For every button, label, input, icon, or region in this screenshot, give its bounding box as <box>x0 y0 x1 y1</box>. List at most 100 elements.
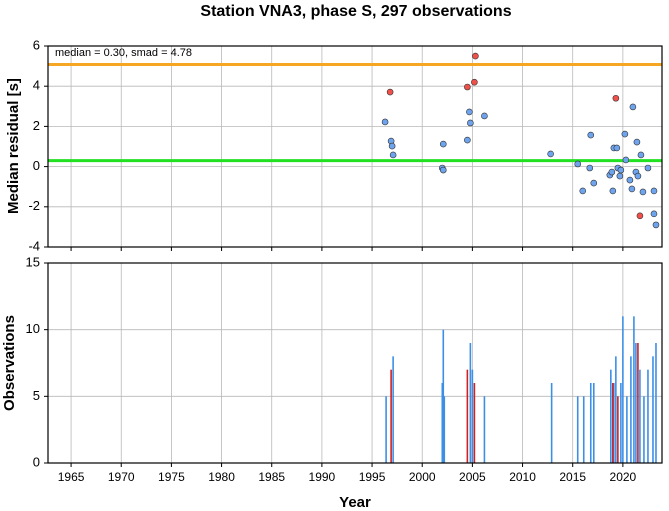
point <box>381 118 389 126</box>
bar <box>655 343 657 463</box>
y-axis-label: Median residual [s] <box>5 78 22 214</box>
plot-frame <box>47 262 663 464</box>
point <box>621 130 629 138</box>
point <box>587 131 595 139</box>
bar <box>635 343 637 463</box>
point <box>386 88 394 96</box>
point <box>608 168 616 176</box>
y-axis-label: Observations <box>1 315 18 411</box>
point <box>636 212 644 220</box>
x-tick-label: 1965 <box>58 470 85 484</box>
x-tick-label: 1990 <box>309 470 336 484</box>
bar <box>589 383 592 463</box>
point <box>388 142 396 150</box>
point <box>637 151 645 159</box>
point <box>439 140 447 148</box>
x-tick-label: 1970 <box>108 470 135 484</box>
y-tick-label: 15 <box>26 254 40 269</box>
point <box>622 156 630 164</box>
x-tick-label: 2010 <box>509 470 536 484</box>
point <box>644 164 652 172</box>
point <box>467 119 474 127</box>
x-axis-label: Year <box>339 494 371 511</box>
bar <box>647 369 649 463</box>
x-tick-label: 1995 <box>359 470 386 484</box>
y-tick-label: 0 <box>33 158 40 173</box>
point <box>547 150 554 158</box>
bar <box>613 383 615 463</box>
point <box>464 83 471 91</box>
chart-title: Station VNA3, phase S, 297 observations <box>200 3 511 20</box>
x-tick-label: 2000 <box>409 470 436 484</box>
bar <box>392 356 394 463</box>
point <box>466 108 473 116</box>
bar <box>612 383 614 463</box>
y-tick-label: -4 <box>28 238 40 253</box>
x-tick-label: 2015 <box>559 470 586 484</box>
y-tick-label: 4 <box>33 78 40 93</box>
y-tick-label: -2 <box>28 198 40 213</box>
y-tick-label: 6 <box>33 37 40 52</box>
point <box>616 172 624 180</box>
bar <box>471 369 474 463</box>
bar <box>466 369 469 463</box>
bar <box>622 316 624 463</box>
point <box>590 179 598 187</box>
point <box>579 187 587 195</box>
bar <box>643 396 645 463</box>
point <box>626 176 634 184</box>
point <box>609 187 617 195</box>
x-tick-label: 1975 <box>158 470 185 484</box>
bar <box>630 356 632 463</box>
point <box>574 160 582 168</box>
y-tick-label: 2 <box>33 118 40 133</box>
point <box>652 221 660 229</box>
x-tick-label: 2020 <box>610 470 637 484</box>
bar <box>620 383 622 463</box>
bar <box>592 383 595 463</box>
x-tick-label: 2005 <box>459 470 486 484</box>
bar <box>582 396 585 463</box>
point <box>481 112 488 120</box>
point <box>612 94 620 102</box>
point <box>639 188 647 196</box>
point <box>439 166 447 174</box>
bar <box>385 396 387 463</box>
bar <box>483 396 486 463</box>
point <box>633 138 641 146</box>
y-tick-label: 0 <box>33 454 40 469</box>
y-tick-label: 10 <box>26 321 40 336</box>
bar <box>639 369 641 463</box>
plot-area <box>48 263 662 463</box>
bar <box>615 356 617 463</box>
point <box>634 172 642 180</box>
point <box>650 187 658 195</box>
bar <box>576 396 579 463</box>
x-tick-label: 1980 <box>208 470 235 484</box>
bar <box>390 369 392 463</box>
point <box>613 144 621 152</box>
x-tick-label: 1985 <box>258 470 285 484</box>
bar <box>617 396 619 463</box>
plot-area <box>48 46 662 247</box>
point <box>617 166 625 174</box>
bar <box>550 383 553 463</box>
point <box>472 52 479 60</box>
bar <box>441 383 444 463</box>
point <box>471 78 478 86</box>
bar <box>442 329 445 463</box>
plot-frame <box>47 45 663 248</box>
point <box>586 164 594 172</box>
bar <box>637 343 639 463</box>
point <box>464 136 471 144</box>
bar <box>610 369 612 463</box>
annotation: median = 0.30, smad = 4.78 <box>55 47 192 59</box>
point <box>629 103 637 111</box>
bar <box>633 316 635 463</box>
point <box>389 151 397 159</box>
bar <box>473 383 476 463</box>
point <box>628 185 636 193</box>
bar <box>469 343 472 463</box>
bar <box>626 396 628 463</box>
